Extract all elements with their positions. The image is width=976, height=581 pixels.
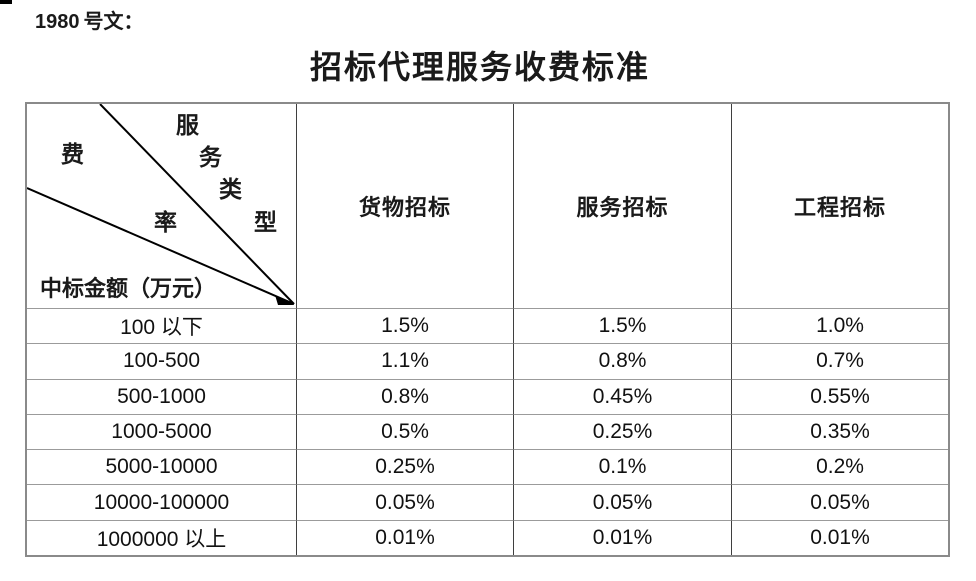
fee-value: 0.25% — [513, 413, 731, 450]
fee-value: 1.0% — [731, 308, 948, 344]
doc-reference-number: 1980 — [35, 11, 80, 33]
row-label: 5000-10000 — [27, 449, 296, 484]
fee-value: 0.2% — [731, 449, 948, 485]
row-label: 10000-100000 — [27, 484, 296, 519]
row-label: 1000000 以上 — [27, 519, 296, 555]
fee-value: 1.1% — [296, 343, 513, 379]
fee-value: 0.5% — [296, 413, 513, 450]
column-header-works-bidding: 工程招标 — [731, 104, 948, 308]
row-label: 100 以下 — [27, 308, 296, 343]
corner-service-type-char-3: 类 — [219, 177, 242, 202]
fee-value: 0.05% — [731, 484, 948, 520]
fee-value: 1.5% — [296, 308, 513, 344]
fee-table: 费 率 服 务 类 型 中标金额（万元） 货物招标 服务招标 工程招标 100 … — [25, 102, 950, 557]
corner-service-type-char-4: 型 — [254, 210, 277, 235]
table-corner-cell: 费 率 服 务 类 型 中标金额（万元） — [27, 104, 296, 308]
corner-service-type-char-2: 务 — [199, 145, 222, 170]
fee-value: 0.05% — [296, 484, 513, 520]
doc-reference: 1980 号文： — [35, 5, 144, 34]
fee-value: 0.55% — [731, 378, 948, 414]
fee-value: 0.01% — [731, 519, 948, 555]
fee-value: 1.5% — [513, 308, 731, 344]
fee-value: 0.7% — [731, 343, 948, 379]
corner-amount-label: 中标金额（万元） — [40, 276, 217, 301]
fee-value: 0.1% — [513, 449, 731, 485]
row-label: 100-500 — [27, 343, 296, 378]
column-header-goods-bidding: 货物招标 — [296, 104, 513, 308]
page-title: 招标代理服务收费标准 — [309, 49, 650, 85]
fee-value: 0.35% — [731, 413, 948, 450]
corner-service-type-char-1: 服 — [176, 113, 199, 138]
page-corner-artifact — [0, 0, 12, 4]
row-label: 500-1000 — [27, 378, 296, 414]
fee-value: 0.8% — [513, 343, 731, 379]
diagonal-lines — [27, 104, 295, 305]
fee-value: 0.01% — [296, 519, 513, 555]
fee-value: 0.8% — [296, 378, 513, 414]
corner-fee-rate-char-2: 率 — [154, 210, 177, 235]
fee-value: 0.45% — [513, 378, 731, 414]
fee-value: 0.05% — [513, 484, 731, 520]
fee-value: 0.01% — [513, 519, 731, 555]
row-label: 1000-5000 — [27, 413, 296, 449]
fee-value: 0.25% — [296, 449, 513, 485]
column-header-service-bidding: 服务招标 — [513, 104, 731, 308]
corner-fee-rate-char-1: 费 — [61, 142, 84, 167]
doc-reference-label: 号文： — [83, 11, 144, 33]
